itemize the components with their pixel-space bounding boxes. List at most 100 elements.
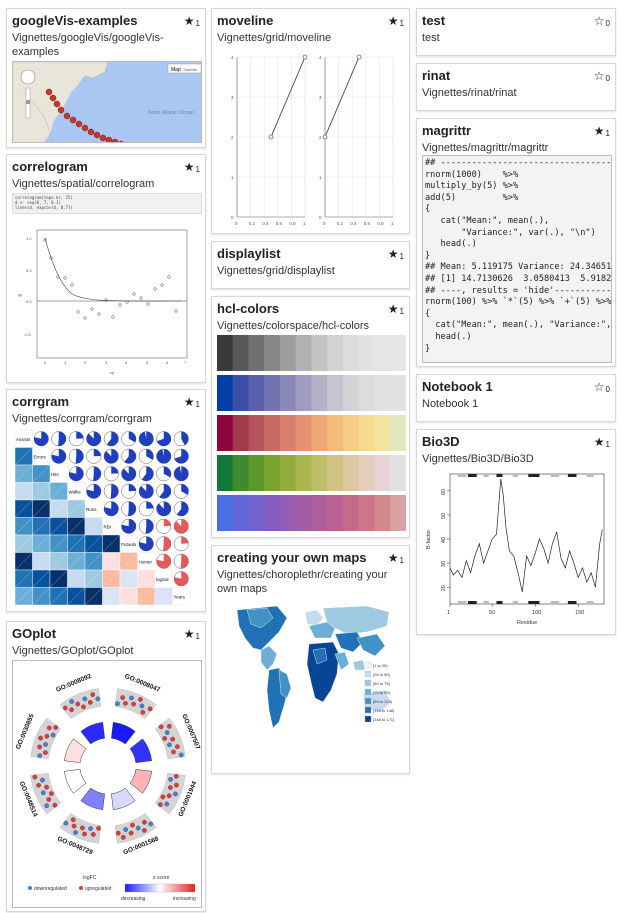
star-button[interactable]: ★ 1 — [388, 302, 404, 316]
legend-zscore-title: z-score — [153, 875, 170, 881]
star-count: 1 — [399, 556, 404, 565]
pie-slice — [156, 554, 171, 569]
star-button[interactable]: ★ 1 — [184, 160, 200, 174]
card-notebook-1[interactable]: Notebook 1 ☆ 0 Notebook 1 — [416, 374, 616, 422]
gene-point — [53, 725, 59, 730]
hatch-line — [49, 534, 68, 553]
correlogram-code-block: correlogram(topo.kr, 25) d <- seq(0, 7, … — [12, 193, 202, 214]
card-title[interactable]: Bio3D — [422, 434, 460, 449]
palette-swatch — [295, 455, 312, 491]
zscore-bar — [80, 722, 105, 745]
card-title[interactable]: moveline — [217, 13, 274, 28]
star-button[interactable]: ★ 1 — [388, 14, 404, 28]
card-path: Notebook 1 — [422, 398, 479, 410]
card-displaylist[interactable]: displaylist ★ 1 Vignettes/grid/displaylis… — [211, 241, 410, 289]
star-button[interactable]: ☆ 0 — [594, 380, 610, 394]
star-button[interactable]: ★ 1 — [184, 627, 200, 641]
x-tick-label: 1 — [447, 610, 450, 616]
star-button[interactable]: ★ 1 — [594, 124, 610, 138]
card-title[interactable]: Notebook 1 — [422, 379, 493, 394]
card-moveline[interactable]: moveline ★ 1 Vignettes/grid/moveline 0 0.2… — [211, 8, 410, 234]
hatch-line — [67, 499, 86, 518]
x-tick-label: 0.6 — [364, 221, 371, 226]
card-creating-your-own-maps[interactable]: creating your own maps ★ 1 Vignettes/chor… — [211, 545, 410, 774]
palette-swatch — [295, 335, 312, 371]
pie-slice — [163, 519, 171, 527]
gene-point — [139, 703, 145, 709]
gene-point — [164, 801, 170, 807]
pie-slice — [156, 501, 171, 516]
gene-point — [75, 701, 81, 707]
map-type-button[interactable]: Map — [171, 67, 181, 73]
card-title[interactable]: test — [422, 13, 446, 28]
card-goplot[interactable]: GOplot ★ 1 Vignettes/GOplot/GOplot logFC … — [6, 621, 206, 912]
gene-point — [140, 709, 146, 715]
pie-slice — [174, 519, 189, 534]
palette-swatch — [232, 495, 249, 531]
pie-slice — [181, 484, 189, 495]
star-button[interactable]: ☆ 0 — [594, 14, 610, 28]
legend-up-label: upregulated — [85, 886, 112, 892]
star-button[interactable]: ★ 1 — [184, 395, 200, 409]
star-button[interactable]: ★ 1 — [184, 14, 200, 28]
pie-slice — [75, 449, 84, 464]
card-title[interactable]: googleVis-examples — [12, 13, 138, 28]
palette-swatch — [343, 415, 359, 451]
gene-point — [178, 752, 184, 758]
hatch-line — [119, 587, 138, 606]
hatch-line — [32, 569, 51, 588]
palette-swatch — [295, 495, 312, 531]
card-title[interactable]: displaylist — [217, 246, 281, 261]
gene-point — [131, 701, 136, 707]
pie-slice — [110, 484, 119, 499]
gene-point — [88, 826, 93, 831]
go-term-label: GO:0008092 — [55, 673, 93, 694]
star-count: 0 — [605, 19, 610, 28]
card-title[interactable]: hcl-colors — [217, 301, 280, 316]
card-googlevis-examples[interactable]: googleVis-examples ★ 1 Vignettes/googleVi… — [6, 8, 206, 148]
pie-slice — [163, 536, 171, 551]
zscore-bar — [129, 738, 152, 763]
palette-swatch — [343, 335, 359, 371]
card-title[interactable]: rinat — [422, 68, 451, 83]
card-title[interactable]: corrgram — [12, 394, 70, 409]
card-magrittr[interactable]: magrittr ★ 1 Vignettes/magrittr/magrittr … — [416, 118, 616, 367]
x-axis-label: xp — [110, 370, 115, 375]
star-button[interactable]: ★ 1 — [388, 247, 404, 261]
card-correlogram[interactable]: correlogram ★ 1 Vignettes/spatial/correlo… — [6, 154, 206, 383]
sse-bar — [528, 601, 540, 604]
gene-point — [174, 782, 179, 788]
pie-slice — [93, 466, 102, 481]
gene-point — [37, 744, 42, 750]
card-hcl-colors[interactable]: hcl-colors ★ 1 Vignettes/colorspace/hcl-c… — [211, 296, 410, 538]
gene-point — [142, 828, 147, 833]
star-button[interactable]: ★ 1 — [594, 435, 610, 449]
card-title[interactable]: GOplot — [12, 626, 57, 641]
star-count: 1 — [399, 307, 404, 316]
palette-swatch — [232, 455, 249, 491]
palette-swatch — [232, 415, 249, 451]
card-bio3d[interactable]: Bio3D ★ 1 Vignettes/Bio3D/Bio3D 1 50 100 150… — [416, 429, 616, 635]
star-button[interactable]: ★ 1 — [388, 551, 404, 565]
hatch-line — [14, 552, 33, 571]
card-title[interactable]: creating your own maps — [217, 550, 367, 565]
y-tick-label: 0 — [319, 215, 322, 220]
hatch-line — [67, 534, 86, 553]
card-title[interactable]: magrittr — [422, 123, 472, 138]
gene-point — [135, 825, 141, 831]
card-rinat[interactable]: rinat ☆ 0 Vignettes/rinat/rinat — [416, 63, 616, 111]
legend-swatch — [364, 661, 372, 669]
sse-bar — [528, 474, 540, 477]
card-test[interactable]: test ☆ 0 test — [416, 8, 616, 56]
card-corrgram[interactable]: corrgram ★ 1 Vignettes/corrgram/corrgram … — [6, 389, 206, 612]
y-tick-label: 1 — [231, 175, 234, 180]
star-button[interactable]: ☆ 0 — [594, 69, 610, 83]
gene-point — [160, 794, 166, 800]
svg-text:-0.5: -0.5 — [24, 332, 32, 337]
x-tick-label: 0.4 — [262, 221, 269, 226]
sse-bar — [567, 601, 577, 604]
card-title[interactable]: correlogram — [12, 159, 88, 174]
satellite-button[interactable]: Satellite — [183, 67, 198, 72]
x-tick-label: 0.8 — [289, 221, 296, 226]
sse-bar — [483, 474, 489, 477]
